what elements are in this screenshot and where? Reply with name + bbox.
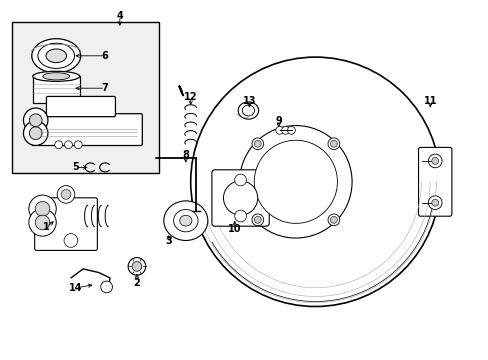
Circle shape bbox=[254, 140, 261, 147]
Circle shape bbox=[431, 157, 438, 165]
FancyBboxPatch shape bbox=[211, 170, 269, 226]
Circle shape bbox=[29, 127, 42, 140]
Text: 14: 14 bbox=[69, 283, 82, 293]
Circle shape bbox=[29, 209, 56, 236]
Circle shape bbox=[23, 121, 48, 145]
Text: 1: 1 bbox=[43, 222, 50, 232]
Circle shape bbox=[132, 261, 142, 271]
Ellipse shape bbox=[242, 105, 254, 116]
Text: 6: 6 bbox=[102, 51, 108, 61]
Circle shape bbox=[427, 196, 441, 210]
Circle shape bbox=[251, 214, 263, 226]
Circle shape bbox=[64, 234, 78, 247]
Circle shape bbox=[35, 215, 50, 230]
Circle shape bbox=[57, 186, 75, 203]
FancyBboxPatch shape bbox=[418, 147, 451, 216]
Ellipse shape bbox=[38, 43, 74, 68]
Ellipse shape bbox=[32, 39, 81, 73]
Circle shape bbox=[61, 189, 71, 199]
Circle shape bbox=[327, 138, 339, 150]
Circle shape bbox=[29, 114, 42, 127]
Circle shape bbox=[128, 258, 145, 275]
Text: 8: 8 bbox=[182, 150, 189, 160]
Text: 7: 7 bbox=[102, 83, 108, 93]
Text: 2: 2 bbox=[133, 278, 140, 288]
Circle shape bbox=[281, 126, 289, 134]
Circle shape bbox=[287, 126, 295, 134]
Circle shape bbox=[101, 281, 112, 293]
Text: 3: 3 bbox=[165, 236, 172, 246]
Circle shape bbox=[64, 141, 72, 149]
Ellipse shape bbox=[46, 49, 66, 63]
FancyBboxPatch shape bbox=[46, 96, 115, 117]
Circle shape bbox=[55, 141, 62, 149]
Circle shape bbox=[254, 140, 337, 223]
Circle shape bbox=[327, 214, 339, 226]
Ellipse shape bbox=[43, 73, 70, 80]
Ellipse shape bbox=[33, 71, 80, 81]
Ellipse shape bbox=[173, 210, 198, 232]
Circle shape bbox=[74, 141, 82, 149]
Ellipse shape bbox=[180, 215, 192, 226]
Circle shape bbox=[431, 199, 438, 206]
Text: 13: 13 bbox=[242, 96, 256, 106]
Text: 12: 12 bbox=[183, 92, 197, 102]
Text: 9: 9 bbox=[275, 116, 282, 126]
Circle shape bbox=[234, 174, 246, 186]
Circle shape bbox=[427, 154, 441, 168]
Circle shape bbox=[23, 108, 48, 132]
Circle shape bbox=[190, 57, 439, 306]
Circle shape bbox=[234, 210, 246, 222]
Text: 10: 10 bbox=[227, 224, 241, 234]
Circle shape bbox=[254, 216, 261, 223]
Circle shape bbox=[239, 126, 351, 238]
Circle shape bbox=[35, 202, 50, 216]
Text: 4: 4 bbox=[116, 11, 123, 21]
Circle shape bbox=[330, 216, 337, 223]
Circle shape bbox=[275, 126, 283, 134]
FancyBboxPatch shape bbox=[276, 167, 285, 197]
Circle shape bbox=[330, 140, 337, 147]
Circle shape bbox=[223, 181, 257, 215]
Text: 11: 11 bbox=[423, 96, 436, 106]
Circle shape bbox=[29, 195, 56, 222]
Text: 5: 5 bbox=[72, 162, 79, 172]
Bar bbox=[12, 22, 159, 173]
FancyBboxPatch shape bbox=[35, 198, 97, 251]
Ellipse shape bbox=[238, 102, 258, 119]
Ellipse shape bbox=[163, 201, 207, 240]
Circle shape bbox=[251, 138, 263, 150]
FancyBboxPatch shape bbox=[32, 114, 142, 145]
Bar bbox=[33, 76, 80, 103]
